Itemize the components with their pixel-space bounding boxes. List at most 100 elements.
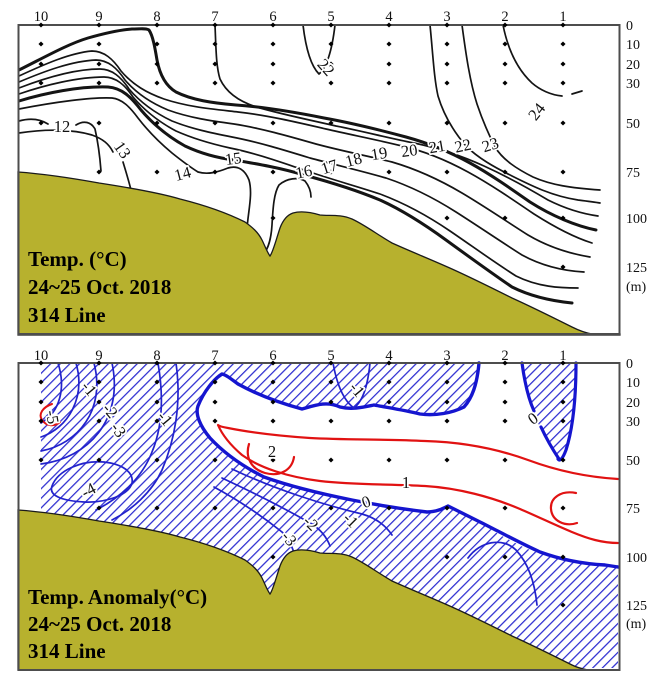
depth-tick-label: (m): [626, 617, 647, 632]
station-label: 1: [559, 348, 566, 364]
station-sample-dot: [38, 41, 44, 47]
station-sample-dot: [560, 61, 566, 67]
station-sample-dot: [270, 418, 276, 424]
station-sample-dot: [560, 41, 566, 47]
station-sample-dot: [502, 80, 508, 86]
depth-tick-label: 0: [626, 19, 633, 34]
station-sample-dot: [212, 169, 218, 175]
station-sample-dot: [328, 169, 334, 175]
contour-line-15: [17, 85, 574, 305]
station-sample-dot: [444, 169, 450, 175]
negative-anomaly-hatch-island: [522, 363, 576, 462]
contour-line-18: [18, 59, 591, 258]
station-sample-dot: [212, 379, 218, 385]
station-label: 10: [34, 348, 49, 364]
station-sample-dot: [444, 399, 450, 405]
contour-line-22: [429, 24, 601, 204]
station-sample-dot: [154, 457, 160, 463]
station-sample-dot: [270, 399, 276, 405]
station-label: 9: [95, 348, 102, 364]
station-sample-dot: [444, 379, 450, 385]
contour-line-20: [17, 27, 598, 232]
station-sample-dot: [386, 457, 392, 463]
station-sample-dot: [502, 505, 508, 511]
station-sample-dot: [560, 602, 566, 608]
station-sample-dot: [386, 505, 392, 511]
station-sample-dot: [560, 554, 566, 560]
contour-line-0: [195, 361, 620, 569]
seafloor-bathymetry: [17, 509, 589, 671]
station-sample-dot: [38, 120, 44, 126]
contour-line--2: [40, 362, 80, 438]
depth-tick-label: 125: [626, 261, 647, 276]
station-label: 5: [327, 9, 334, 25]
contour-line-13: [18, 129, 114, 153]
station-label: 3: [443, 9, 450, 25]
contour-value-label: 23: [480, 133, 502, 156]
contour-line-14: [18, 97, 312, 258]
contour-line--1: [231, 468, 393, 536]
station-label: 3: [443, 348, 450, 364]
panel-title-line: Temp. Anomaly(°C): [28, 585, 207, 609]
station-sample-dot: [502, 120, 508, 126]
station-sample-dot: [386, 120, 392, 126]
contour-value-label: 22: [314, 55, 339, 80]
positive-anomaly-white-region: [196, 363, 618, 565]
station-sample-dot: [444, 505, 450, 511]
contour-line--3: [40, 362, 98, 452]
contour-line-24: [502, 24, 563, 97]
station-sample-dot: [444, 215, 450, 221]
station-sample-dot: [154, 80, 160, 86]
station-label: 6: [269, 9, 276, 25]
station-sample-dot: [38, 22, 44, 28]
station-sample-dot: [154, 169, 160, 175]
depth-tick-label: 125: [626, 599, 647, 614]
depth-tick-label: (m): [626, 280, 647, 295]
station-sample-dot: [560, 399, 566, 405]
contour-line-21: [214, 24, 599, 217]
station-sample-dot: [212, 399, 218, 405]
contour-value-label: 18: [343, 148, 364, 171]
depth-tick-label: 10: [626, 376, 640, 391]
station-sample-dot: [386, 61, 392, 67]
contour-line-17: [18, 68, 585, 273]
station-sample-dot: [154, 399, 160, 405]
station-sample-dot: [502, 215, 508, 221]
contour-value-label: 16: [294, 161, 314, 183]
depth-tick-label: 100: [626, 212, 647, 227]
contour-line--4: [50, 460, 133, 503]
station-sample-dot: [502, 399, 508, 405]
station-label: 8: [153, 9, 160, 25]
contour-line-2: [549, 491, 579, 526]
station-sample-dot: [386, 360, 392, 366]
contour-value-label: 12: [54, 117, 71, 136]
contour-value-label: 24: [524, 99, 549, 124]
station-sample-dot: [38, 80, 44, 86]
depth-tick-label: 30: [626, 77, 640, 92]
station-sample-dot: [560, 418, 566, 424]
station-label: 8: [153, 348, 160, 364]
contour-line-16: [18, 76, 579, 289]
contour-value-label: 15: [224, 148, 243, 169]
station-sample-dot: [270, 80, 276, 86]
station-label: 2: [501, 348, 508, 364]
contour-value-label: -5: [42, 409, 63, 426]
depth-tick-label: 100: [626, 551, 647, 566]
station-sample-dot: [96, 41, 102, 47]
contour-value-label: 20: [400, 140, 419, 161]
station-sample-dot: [444, 418, 450, 424]
station-sample-dot: [270, 215, 276, 221]
station-sample-dot: [270, 379, 276, 385]
station-sample-dot: [444, 360, 450, 366]
depth-tick-label: 0: [626, 357, 633, 372]
contour-value-label: 17: [319, 155, 341, 178]
contour-line-2: [246, 442, 296, 476]
station-sample-dot: [270, 505, 276, 511]
station-label: 7: [211, 348, 218, 364]
station-sample-dot: [560, 379, 566, 385]
station-sample-dot: [154, 418, 160, 424]
station-sample-dot: [444, 41, 450, 47]
depth-tick-label: 30: [626, 415, 640, 430]
